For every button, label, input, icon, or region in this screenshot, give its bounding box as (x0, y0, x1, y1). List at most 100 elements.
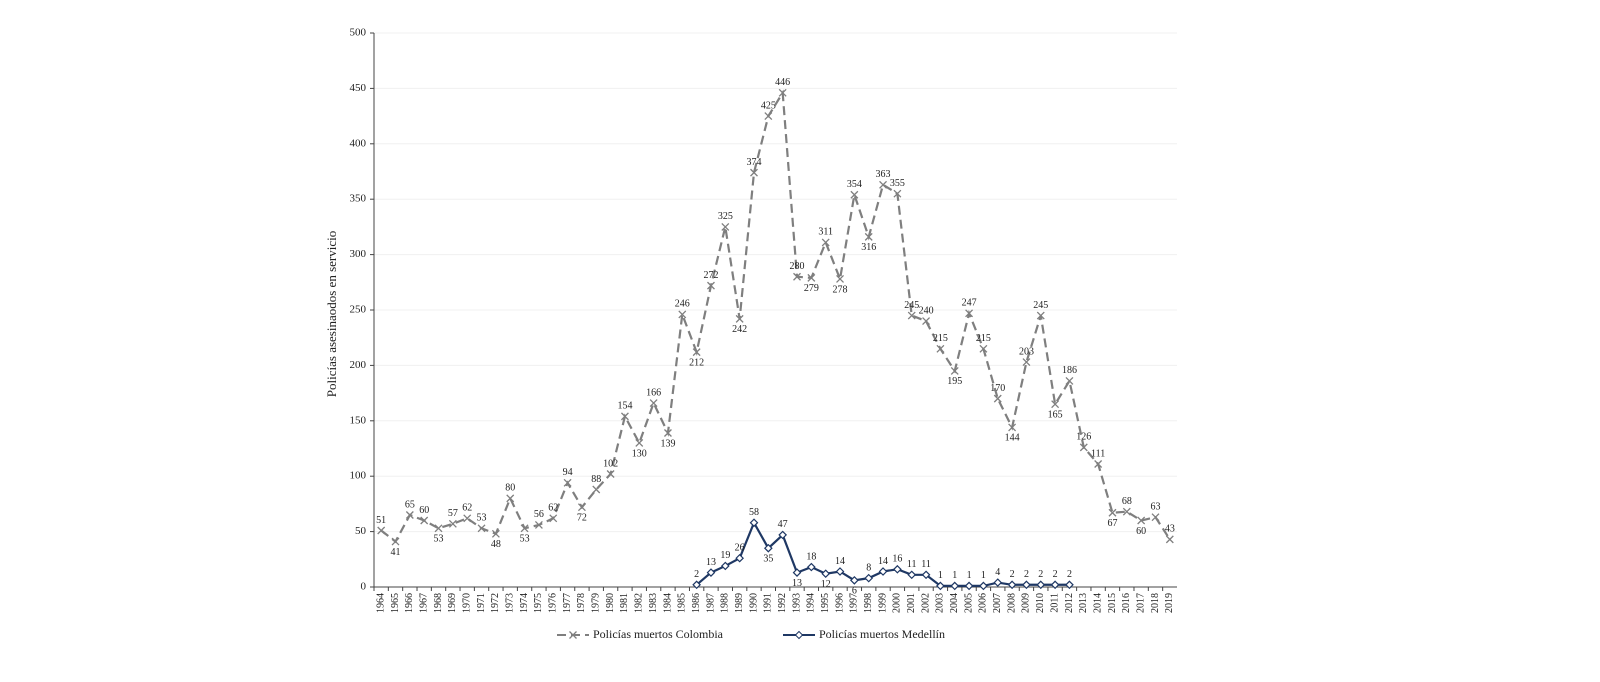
data-label: 48 (491, 539, 501, 550)
x-tick-label: 1988 (720, 593, 731, 613)
x-tick-label: 2001 (906, 593, 917, 613)
data-label: 47 (778, 519, 788, 530)
y-tick-label: 350 (350, 193, 367, 205)
x-tick-label: 1965 (390, 593, 401, 613)
marker (979, 581, 988, 591)
x-tick-label: 1986 (691, 593, 702, 613)
marker (836, 275, 844, 283)
marker (950, 581, 960, 591)
x-tick-label: 1972 (490, 593, 501, 613)
data-label: 166 (646, 387, 661, 398)
marker (806, 562, 816, 572)
data-label: 247 (962, 298, 977, 309)
y-axis-title: Policías asesinaodos en servicio (324, 231, 339, 397)
x-tick-label: 2002 (920, 593, 931, 613)
data-label: 18 (806, 551, 816, 562)
data-label: 111 (1091, 448, 1105, 459)
marker (1036, 311, 1045, 320)
marker (563, 478, 572, 487)
data-label: 63 (1150, 501, 1160, 512)
data-label: 58 (749, 507, 759, 518)
marker (864, 232, 873, 241)
x-tick-label: 2017 (1135, 593, 1146, 613)
data-label: 144 (1005, 433, 1020, 444)
x-tick-label: 2003 (935, 593, 946, 613)
marker (792, 568, 802, 577)
marker (1108, 508, 1117, 517)
x-tick-label: 1981 (619, 593, 630, 613)
x-tick-label: 1996 (834, 593, 845, 613)
data-label: 374 (746, 157, 761, 168)
marker (1008, 423, 1017, 432)
x-tick-label: 1973 (505, 593, 516, 613)
x-tick-label: 1964 (375, 593, 386, 613)
x-tick-label: 1971 (476, 593, 487, 613)
x-tick-label: 2005 (963, 593, 974, 613)
marker (635, 439, 644, 447)
marker (534, 520, 543, 529)
data-label: 11 (907, 559, 917, 570)
marker (391, 537, 400, 546)
data-label: 154 (617, 401, 632, 412)
x-tick-label: 1968 (433, 593, 444, 613)
data-label: 62 (548, 503, 558, 514)
marker (520, 524, 529, 533)
data-label: 2 (1038, 569, 1043, 580)
x-tick-label: 1997 (849, 593, 860, 613)
marker (692, 580, 701, 590)
marker (850, 576, 859, 585)
data-label: 195 (947, 376, 962, 387)
data-label: 19 (720, 550, 730, 561)
data-label: 186 (1062, 365, 1077, 376)
marker (1079, 443, 1088, 452)
data-label: 8 (866, 562, 871, 573)
data-label: 60 (419, 505, 429, 516)
marker (692, 348, 701, 357)
y-tick-label: 400 (350, 137, 367, 149)
x-tick-label: 2008 (1006, 593, 1017, 613)
x-tick-label: 1999 (877, 593, 888, 613)
data-label: 279 (804, 283, 819, 294)
marker (434, 524, 443, 533)
data-label: 1 (938, 570, 943, 581)
marker (448, 519, 457, 528)
x-tick-label: 1979 (591, 593, 602, 613)
legend-label: Policías muertos Medellín (819, 627, 945, 641)
x-tick-label: 1990 (748, 593, 759, 613)
marker (922, 317, 931, 326)
data-label: 53 (477, 513, 487, 524)
marker (1007, 580, 1017, 590)
y-tick-label: 300 (350, 248, 367, 260)
marker (879, 180, 888, 189)
data-label: 272 (703, 270, 718, 281)
marker (463, 514, 472, 523)
x-tick-label: 1993 (791, 593, 802, 613)
marker (706, 568, 716, 577)
y-tick-label: 0 (361, 581, 367, 593)
legend-marker (569, 631, 577, 639)
marker (907, 311, 916, 320)
data-label: 1 (981, 570, 986, 581)
marker (506, 494, 515, 503)
data-label: 354 (847, 179, 862, 190)
x-tick-label: 2004 (949, 593, 960, 613)
x-tick-label: 1969 (447, 593, 458, 613)
x-tick-label: 1974 (519, 593, 530, 613)
data-label: 14 (835, 556, 845, 567)
data-label: 311 (818, 227, 833, 238)
marker (1051, 400, 1060, 409)
marker (1065, 376, 1074, 385)
data-label: 68 (1122, 496, 1132, 507)
x-tick-label: 2010 (1035, 593, 1046, 613)
data-label: 67 (1107, 518, 1117, 529)
marker (778, 530, 788, 540)
y-tick-label: 200 (350, 359, 367, 371)
data-label: 53 (434, 534, 444, 545)
x-tick-label: 2014 (1092, 593, 1103, 613)
marker (377, 526, 386, 535)
marker (735, 553, 745, 563)
x-tick-label: 1998 (863, 593, 874, 613)
data-label: 14 (878, 556, 888, 567)
marker (1050, 580, 1060, 590)
marker (663, 429, 672, 437)
